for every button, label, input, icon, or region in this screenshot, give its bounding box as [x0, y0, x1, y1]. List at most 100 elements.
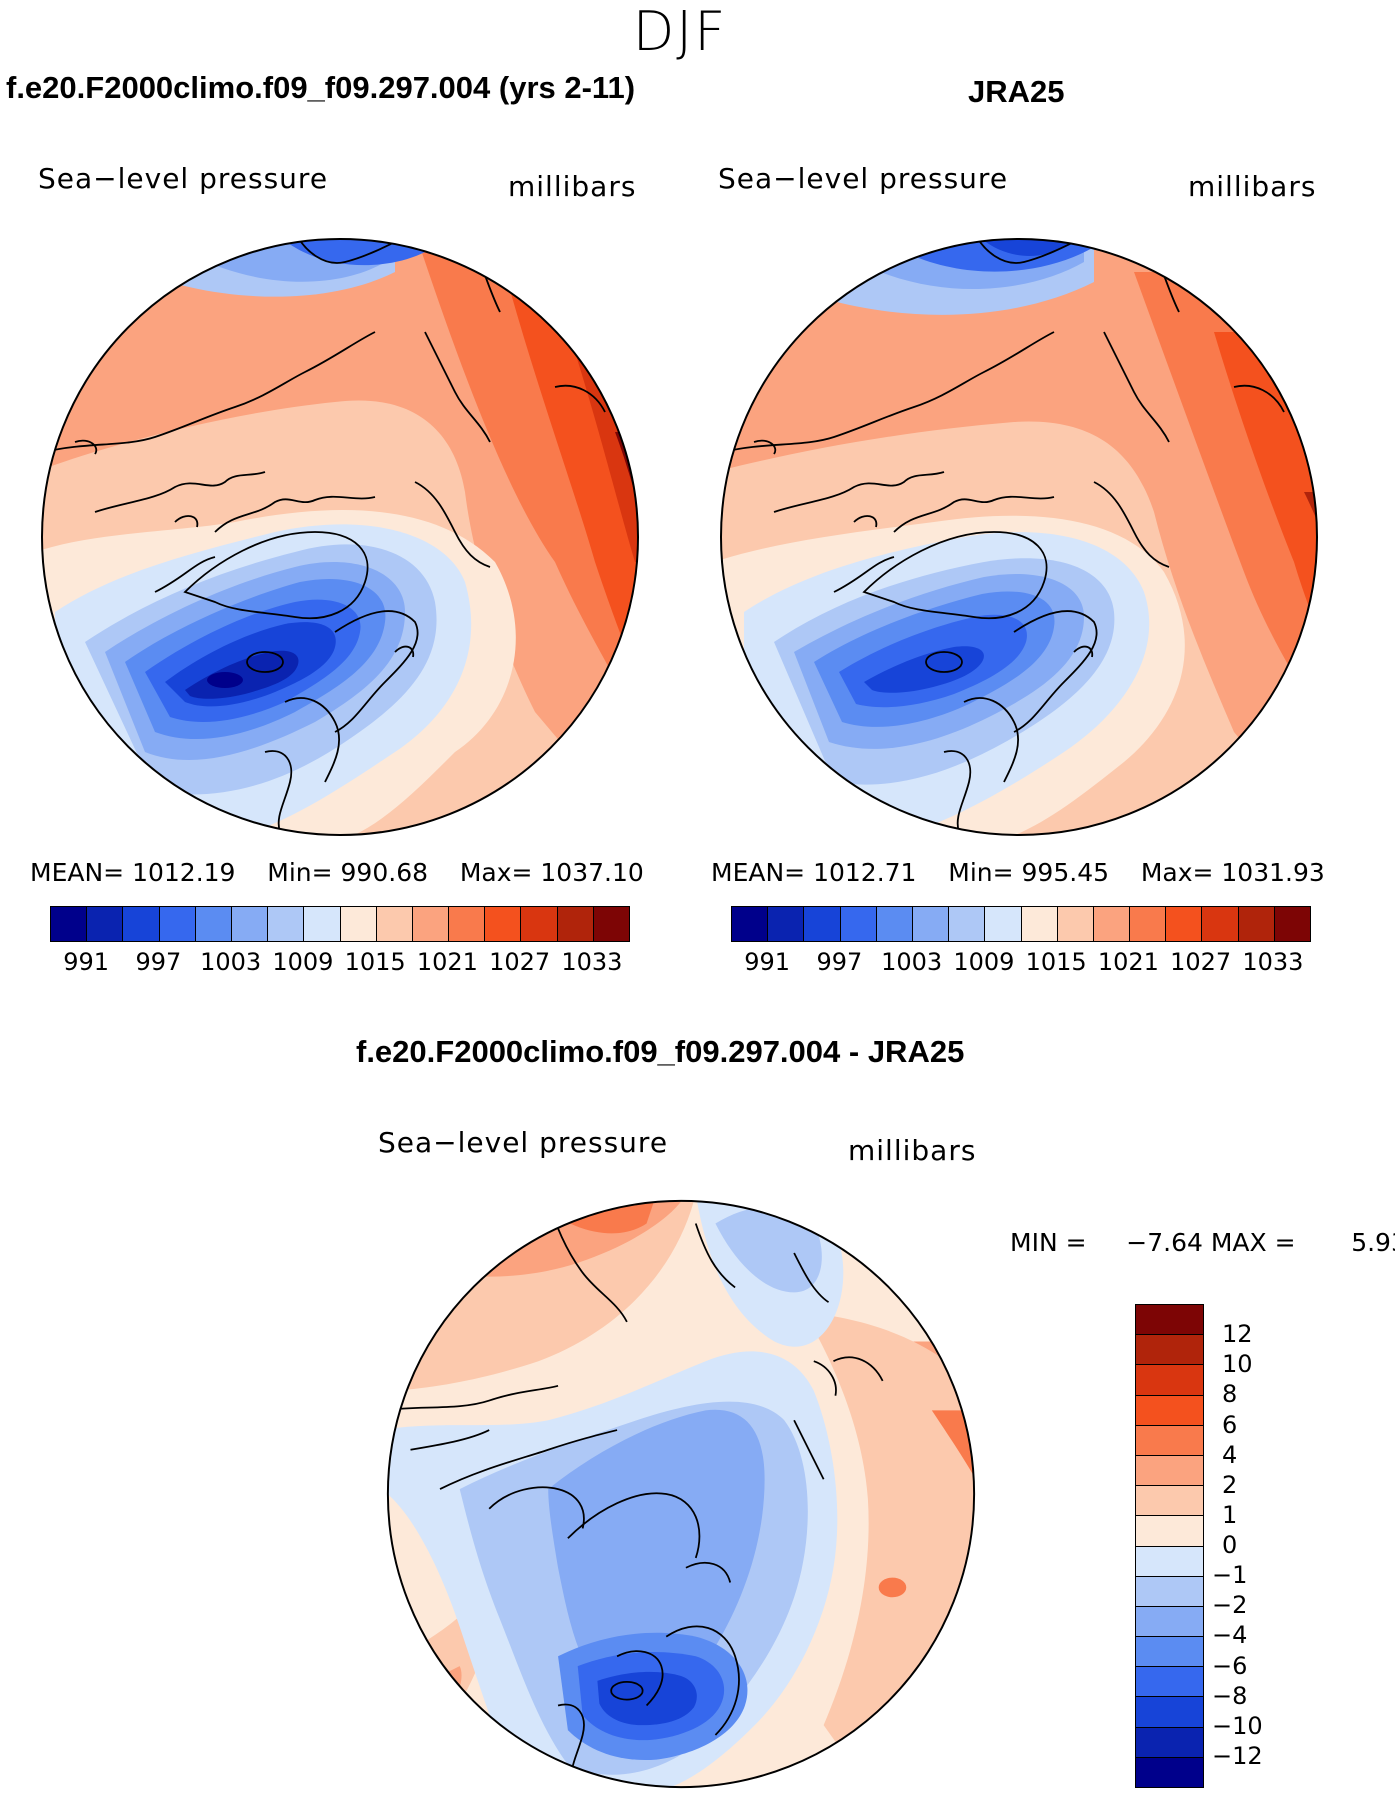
colorbar-swatch	[1136, 1757, 1203, 1787]
panel3-variable-label: Sea−level pressure	[378, 1126, 669, 1159]
colorbar-swatch	[1136, 1727, 1203, 1758]
colorbar-swatch	[593, 907, 629, 941]
colorbar-tick-label: 6	[1222, 1410, 1238, 1439]
panel3-title: f.e20.F2000climo.f09_f09.297.004 - JRA25	[356, 1034, 965, 1069]
colorbar-swatch	[1136, 1425, 1203, 1456]
colorbar-swatch	[1136, 1697, 1203, 1728]
colorbar-tick-label: 1021	[416, 948, 478, 976]
colorbar-swatch	[1166, 907, 1203, 941]
panel3-min-label: MIN =	[1010, 1228, 1087, 1257]
colorbar-tick-label: 1015	[1025, 948, 1087, 976]
panel2-stats: MEAN= 1012.71 Min= 995.45 Max= 1031.93	[711, 858, 1325, 887]
colorbar-swatch	[1136, 1667, 1203, 1698]
colorbar-swatch	[521, 907, 558, 941]
panel2-mean-value: 1012.71	[813, 858, 917, 887]
colorbar-tick-label: 1027	[489, 948, 551, 976]
colorbar-swatch	[985, 907, 1022, 941]
colorbar-tick-label: −4	[1212, 1621, 1248, 1650]
panel2-units-label: millibars	[1188, 170, 1317, 203]
colorbar-tick-label: −10	[1212, 1711, 1263, 1740]
colorbar-swatch	[1136, 1546, 1203, 1577]
panel2-min-value: 995.45	[1021, 858, 1110, 887]
panel3-units-label: millibars	[848, 1134, 977, 1167]
colorbar-tick-label: 1027	[1170, 948, 1232, 976]
panel3-max-value: 5.93	[1351, 1228, 1395, 1257]
colorbar-tick-label: 1033	[1242, 948, 1304, 976]
colorbar-swatch	[1021, 907, 1058, 941]
colorbar-tick-label: 997	[135, 948, 182, 976]
panel1-title: f.e20.F2000climo.f09_f09.297.004 (yrs 2-…	[6, 70, 636, 105]
colorbar-tick-label: 1015	[344, 948, 406, 976]
panel1-max-value: 1037.10	[540, 858, 644, 887]
colorbar-tick-label: 991	[63, 948, 110, 976]
panel2-max-label: Max=	[1140, 858, 1214, 887]
colorbar-tick-label: −12	[1212, 1741, 1263, 1770]
colorbar-swatch	[949, 907, 986, 941]
colorbar-swatch	[1136, 1576, 1203, 1607]
colorbar-swatch	[1093, 907, 1131, 941]
colorbar-tick-label: 1033	[561, 948, 623, 976]
colorbar-swatch	[912, 907, 950, 941]
colorbar-swatch	[1136, 1395, 1203, 1426]
colorbar-tick-label: 991	[744, 948, 791, 976]
colorbar-tick-label: 1003	[881, 948, 943, 976]
colorbar-swatch	[1136, 1486, 1203, 1517]
colorbar-swatch	[195, 907, 232, 941]
colorbar-tick-label: 10	[1222, 1350, 1253, 1379]
panel1-mean-label: MEAN=	[30, 858, 125, 887]
colorbar-swatch	[1136, 1516, 1203, 1547]
panel1-mean-value: 1012.19	[132, 858, 236, 887]
colorbar-tick-label: −1	[1212, 1561, 1248, 1590]
colorbar-swatch	[304, 907, 341, 941]
colorbar-swatch	[768, 907, 805, 941]
colorbar-swatch	[340, 907, 377, 941]
difference-colorbar-ticks: 12 10 8 6 4 2 1 0 −1 −2 −4 −6 −8 −10 −12	[1212, 1304, 1298, 1786]
colorbar-swatch	[1136, 1335, 1203, 1366]
panel1-units-label: millibars	[508, 170, 637, 203]
colorbar-tick-label: 12	[1222, 1320, 1253, 1349]
panel1-variable-label: Sea−level pressure	[38, 162, 329, 195]
colorbar-tick-label: 1	[1222, 1500, 1238, 1529]
panel2-colorbar-ticks: 991 997 1003 1009 1015 1021 1027 1033	[731, 948, 1309, 978]
colorbar-tick-label: 1009	[953, 948, 1015, 976]
colorbar-swatch	[1136, 1455, 1203, 1487]
panel2-title: JRA25	[968, 74, 1065, 109]
panel1-colorbar	[50, 906, 630, 942]
colorbar-swatch	[1057, 907, 1094, 941]
panel2-min-label: Min=	[948, 858, 1014, 887]
panel1-stats: MEAN= 1012.19 Min= 990.68 Max= 1037.10	[30, 858, 644, 887]
colorbar-tick-label: 8	[1222, 1380, 1238, 1409]
colorbar-swatch	[1130, 907, 1167, 941]
colorbar-tick-label: 4	[1222, 1440, 1238, 1469]
colorbar-swatch	[840, 907, 877, 941]
panel2-colorbar	[731, 906, 1311, 942]
colorbar-tick-label: 997	[816, 948, 863, 976]
panel3-stats: MIN = −7.64 MAX = 5.93	[1010, 1228, 1395, 1257]
panel1-min-label: Min=	[267, 858, 333, 887]
panel2-max-value: 1031.93	[1221, 858, 1325, 887]
colorbar-swatch	[1238, 907, 1275, 941]
panel3-polar-map	[386, 1199, 976, 1789]
colorbar-swatch	[231, 907, 269, 941]
colorbar-swatch	[87, 907, 124, 941]
colorbar-swatch	[804, 907, 841, 941]
season-title: DJF	[632, 0, 728, 63]
colorbar-tick-label: −6	[1212, 1651, 1248, 1680]
colorbar-swatch	[376, 907, 413, 941]
colorbar-swatch	[51, 907, 88, 941]
colorbar-tick-label: 1021	[1097, 948, 1159, 976]
colorbar-tick-label: 1003	[200, 948, 262, 976]
colorbar-swatch	[1136, 1365, 1203, 1396]
colorbar-swatch	[159, 907, 196, 941]
panel1-max-label: Max=	[459, 858, 533, 887]
colorbar-swatch	[412, 907, 450, 941]
panel1-polar-map	[41, 238, 639, 836]
colorbar-swatch	[1202, 907, 1239, 941]
panel2-polar-map	[720, 238, 1318, 836]
colorbar-swatch	[268, 907, 305, 941]
panel3-max-label: MAX =	[1210, 1228, 1296, 1257]
panel2-variable-label: Sea−level pressure	[718, 162, 1009, 195]
panel1-colorbar-ticks: 991 997 1003 1009 1015 1021 1027 1033	[50, 948, 628, 978]
difference-colorbar	[1135, 1304, 1204, 1788]
colorbar-swatch	[485, 907, 522, 941]
